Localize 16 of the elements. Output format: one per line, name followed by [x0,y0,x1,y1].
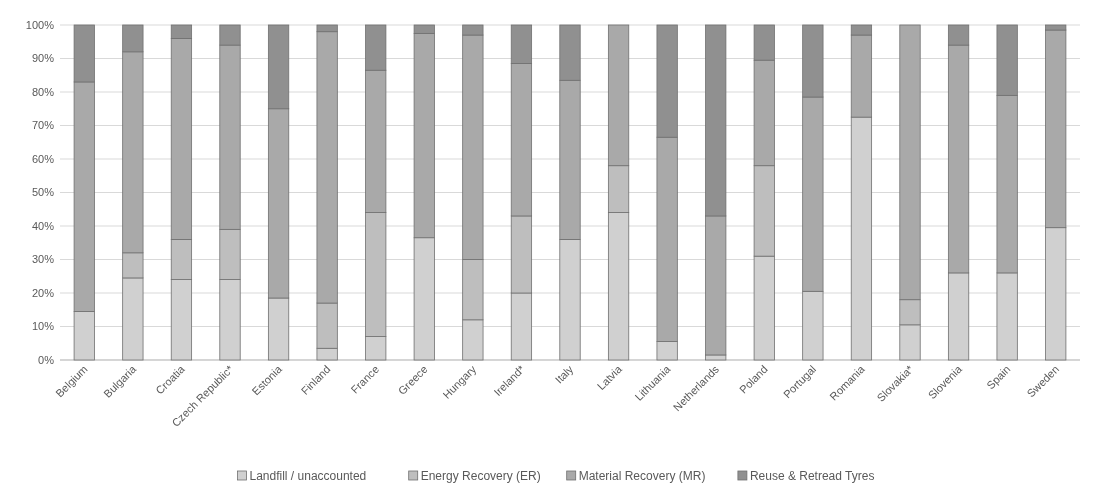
y-tick-label: 50% [31,186,55,199]
y-tick-label: 100% [25,18,55,31]
y-tick-label: 60% [31,152,55,165]
x-tick-label: Italy [552,362,576,386]
legend-label: Material Recovery (MR) [578,469,706,483]
y-tick-label: 40% [31,219,55,232]
legend-label: Reuse & Retread Tyres [749,469,875,483]
y-tick-label: 20% [31,286,55,299]
y-tick-label: 10% [31,320,55,333]
y-tick-label: 90% [31,52,55,65]
y-tick-label: 80% [31,85,55,98]
y-tick-label: 30% [31,253,55,266]
legend-label: Energy Recovery (ER) [420,469,541,483]
y-tick-label: 70% [31,119,55,132]
legend-label: Landfill / unaccounted [249,469,367,483]
y-tick-label: 0% [38,353,55,366]
